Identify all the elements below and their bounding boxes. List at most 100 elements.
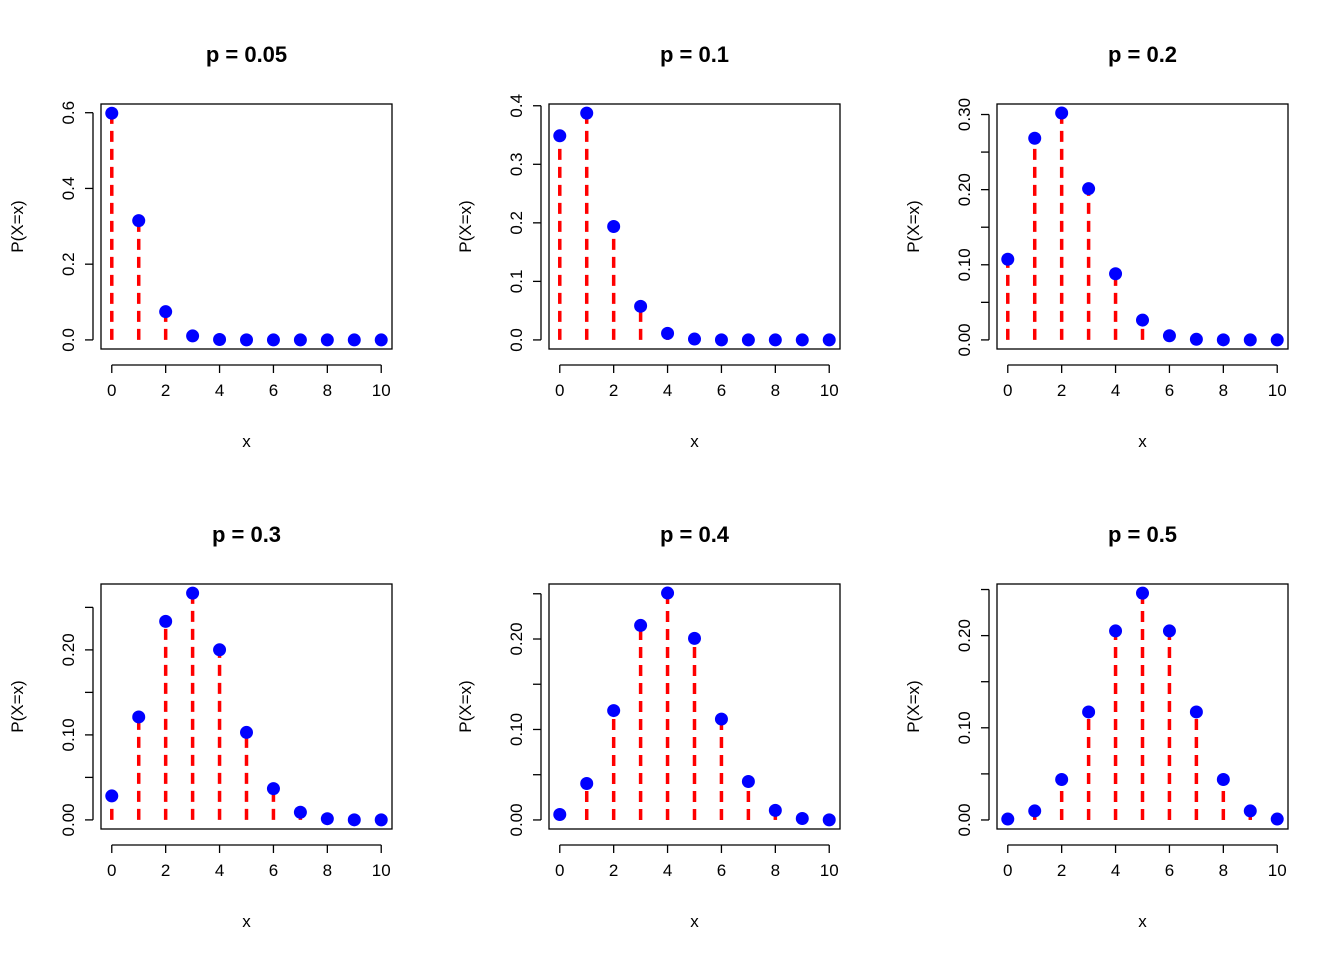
point-x9 <box>347 333 361 347</box>
y-axis-label: P(X=x) <box>904 680 923 732</box>
x-tick-label: 2 <box>161 381 170 400</box>
y-tick-label: 0.30 <box>955 98 974 131</box>
x-tick-label: 4 <box>215 381 224 400</box>
point-x2 <box>607 704 621 718</box>
x-tick-label: 10 <box>372 381 391 400</box>
point-x0 <box>1001 812 1015 826</box>
point-x1 <box>132 214 146 228</box>
point-x4 <box>213 333 227 347</box>
y-tick-label: 0.2 <box>59 252 78 276</box>
x-tick-label: 10 <box>820 861 839 880</box>
point-x4 <box>1109 267 1123 281</box>
point-x7 <box>741 333 755 347</box>
point-x2 <box>159 305 173 319</box>
plot-frame <box>100 583 393 830</box>
x-axis-label: x <box>1138 912 1147 931</box>
point-x1 <box>132 710 146 724</box>
x-tick-label: 2 <box>609 861 618 880</box>
y-tick-label: 0.10 <box>507 713 526 746</box>
y-tick-label: 0.20 <box>507 622 526 655</box>
point-x5 <box>688 332 701 346</box>
point-x2 <box>1055 773 1069 787</box>
point-x5 <box>240 725 253 739</box>
point-x7 <box>293 805 307 819</box>
panel-4: p = 0.4 0 2 4 6 8 10 0.00 0.10 0.20 x P(X=x) <box>456 522 841 931</box>
point-x0 <box>553 129 567 143</box>
point-x8 <box>320 812 334 826</box>
y-tick-label: 0.10 <box>59 718 78 751</box>
x-tick-label: 6 <box>269 861 278 880</box>
point-x3 <box>186 586 200 600</box>
y-tick-label: 0.00 <box>507 803 526 836</box>
x-tick-label: 0 <box>555 861 564 880</box>
point-x8 <box>1216 333 1230 347</box>
point-x9 <box>1243 333 1257 347</box>
point-x6 <box>1162 624 1176 638</box>
point-x4 <box>1109 624 1123 638</box>
y-axis-label: P(X=x) <box>456 680 475 732</box>
y-tick-label: 0.4 <box>507 94 526 118</box>
point-x4 <box>661 326 675 340</box>
panel-3: p = 0.3 0 2 4 6 8 10 0.00 0.10 0.20 x P(X=x) <box>8 522 393 931</box>
point-x7 <box>741 775 755 789</box>
point-x1 <box>1028 131 1042 145</box>
point-x6 <box>1162 329 1176 343</box>
point-x10 <box>822 333 836 347</box>
point-x3 <box>186 329 200 343</box>
plot-frame <box>548 583 841 830</box>
panel-title: p = 0.3 <box>212 522 281 547</box>
panel-1: p = 0.1 0 2 4 6 8 10 0.0 0.1 0.2 0.3 0.4 x P(X=x) <box>456 42 841 451</box>
x-tick-label: 10 <box>372 861 391 880</box>
x-tick-label: 6 <box>269 381 278 400</box>
y-axis-label: P(X=x) <box>8 680 27 732</box>
point-x10 <box>1270 812 1284 826</box>
point-x3 <box>634 299 648 313</box>
x-tick-label: 2 <box>1057 861 1066 880</box>
y-tick-label: 0.20 <box>955 173 974 206</box>
point-x0 <box>1001 252 1015 266</box>
point-x0 <box>105 106 119 120</box>
x-tick-label: 4 <box>1111 861 1120 880</box>
x-tick-label: 8 <box>771 381 780 400</box>
plot-frame <box>996 103 1289 350</box>
x-tick-label: 4 <box>1111 381 1120 400</box>
point-x5 <box>688 631 701 645</box>
panel-title: p = 0.4 <box>660 522 730 547</box>
x-tick-label: 2 <box>161 861 170 880</box>
x-tick-label: 2 <box>609 381 618 400</box>
point-x8 <box>768 333 782 347</box>
point-x3 <box>1082 705 1096 719</box>
point-x4 <box>661 586 675 600</box>
panel-title: p = 0.5 <box>1108 522 1177 547</box>
x-tick-label: 8 <box>1219 381 1228 400</box>
point-x4 <box>213 643 227 657</box>
x-tick-label: 0 <box>107 861 116 880</box>
point-x1 <box>580 776 594 790</box>
panel-5: p = 0.5 0 2 4 6 8 10 0.00 0.10 0.20 x P(X=x) <box>904 522 1289 931</box>
point-x8 <box>320 333 334 347</box>
panel-title: p = 0.05 <box>206 42 287 67</box>
x-tick-label: 6 <box>1165 381 1174 400</box>
x-tick-label: 8 <box>771 861 780 880</box>
point-x0 <box>105 789 119 803</box>
y-tick-label: 0.0 <box>507 328 526 352</box>
x-tick-label: 6 <box>1165 861 1174 880</box>
x-tick-label: 0 <box>555 381 564 400</box>
point-x7 <box>293 333 307 347</box>
point-x7 <box>1189 705 1203 719</box>
point-x5 <box>1136 313 1149 327</box>
x-axis-label: x <box>690 432 699 451</box>
plot-frame <box>548 103 841 350</box>
y-axis-label: P(X=x) <box>8 200 27 252</box>
point-x8 <box>768 803 782 817</box>
point-x9 <box>795 333 809 347</box>
point-x10 <box>822 813 836 827</box>
x-tick-label: 10 <box>1268 861 1287 880</box>
point-x2 <box>1055 106 1069 120</box>
x-tick-label: 10 <box>1268 381 1287 400</box>
panel-2: p = 0.2 0 2 4 6 8 10 0.00 0.10 0.20 0.30 x P(X=x) <box>904 42 1289 451</box>
y-tick-label: 0.0 <box>59 328 78 352</box>
x-tick-label: 6 <box>717 381 726 400</box>
x-tick-label: 0 <box>1003 861 1012 880</box>
